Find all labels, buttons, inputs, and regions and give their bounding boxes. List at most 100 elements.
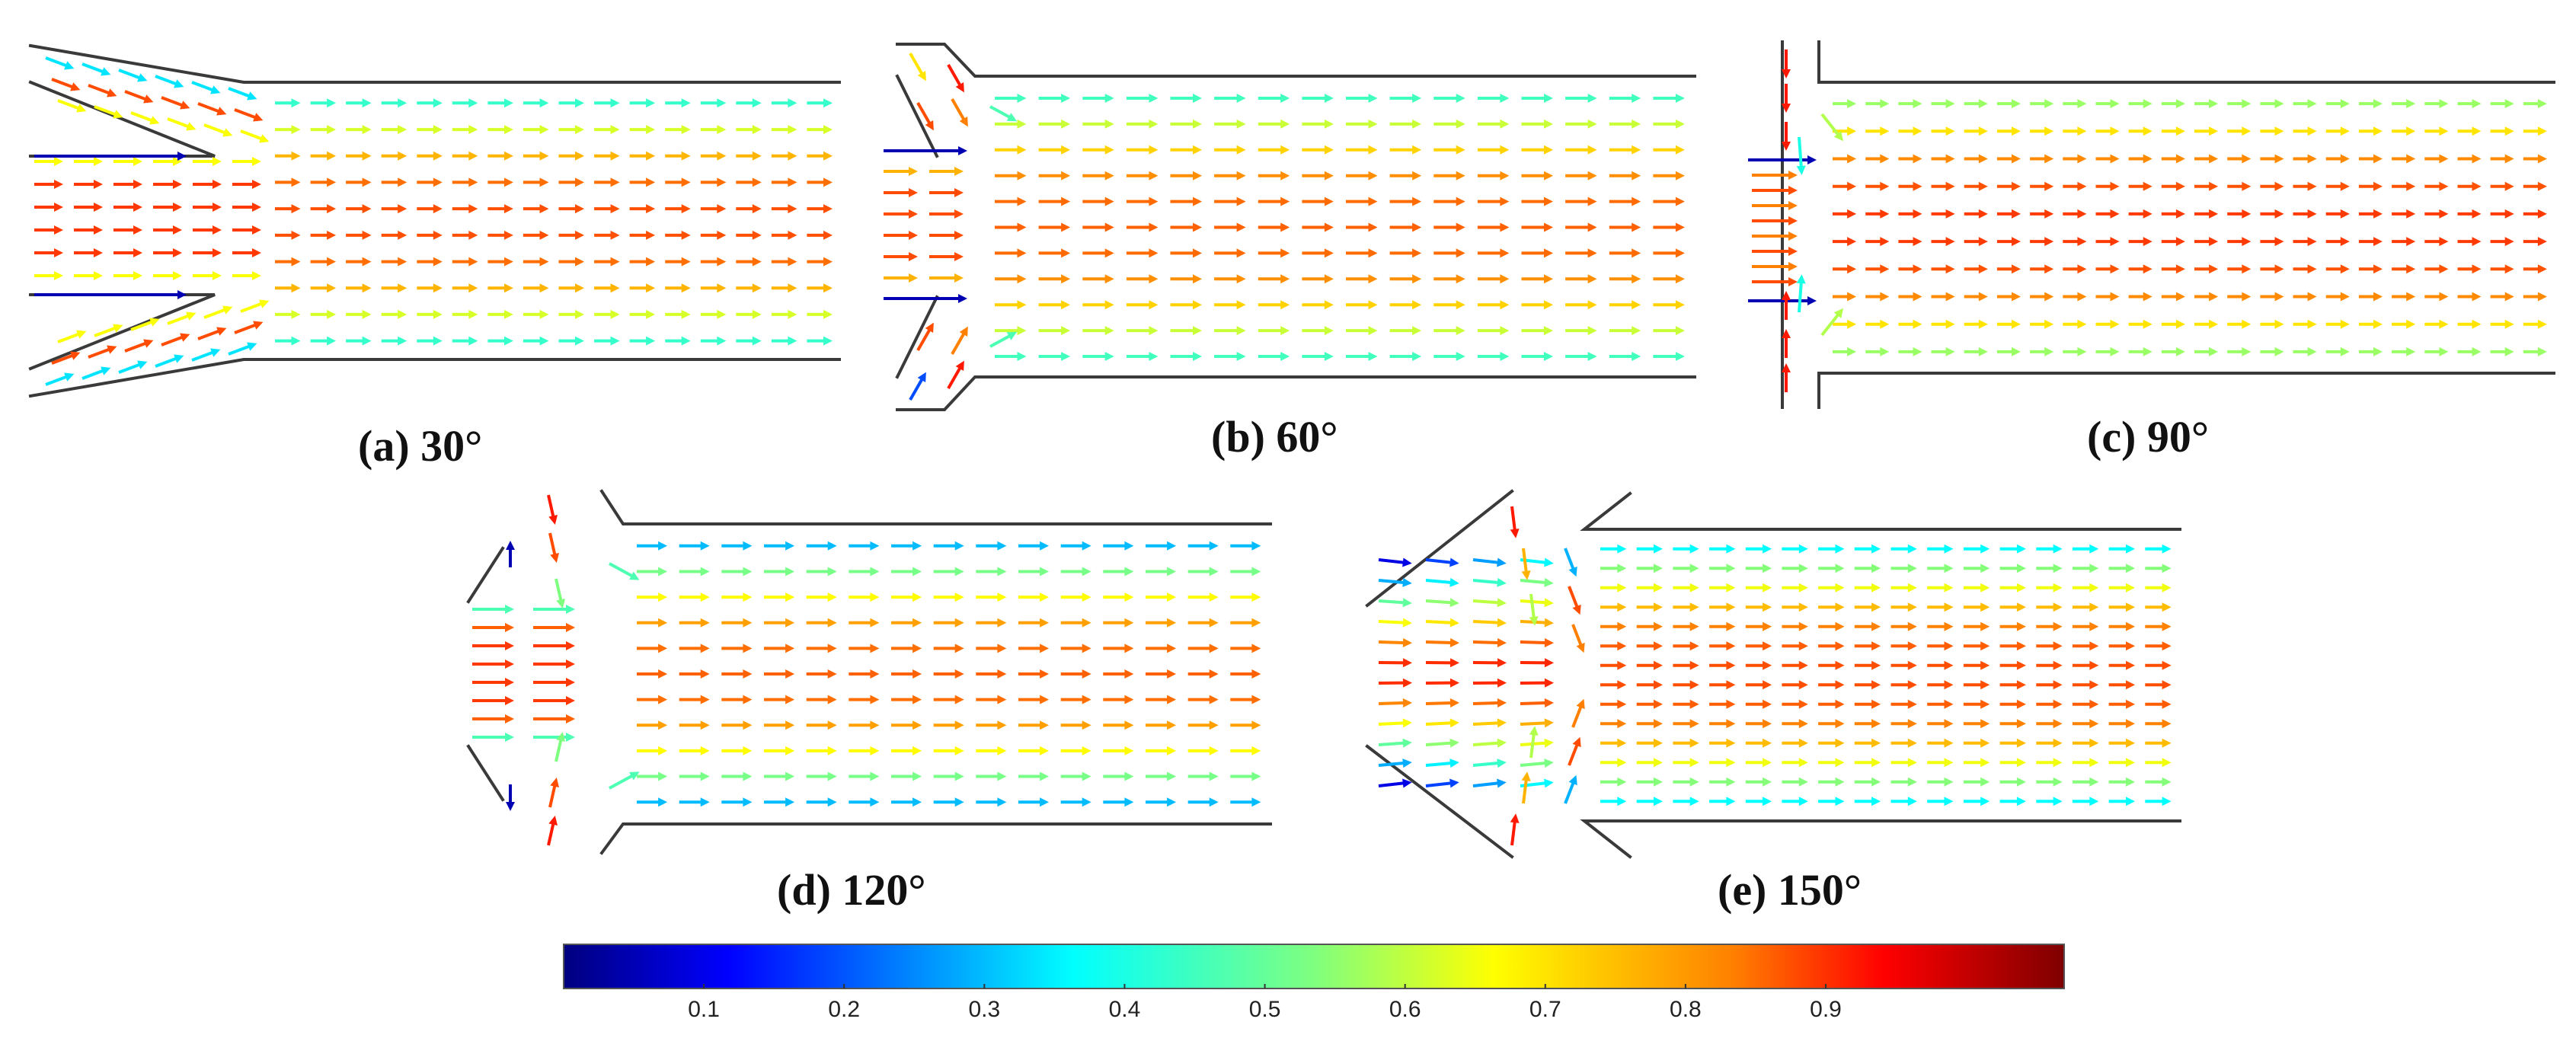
velocity-arrow xyxy=(995,94,1027,103)
velocity-arrow xyxy=(1782,564,1808,573)
velocity-arrow xyxy=(346,177,372,187)
velocity-arrow xyxy=(2194,319,2219,329)
velocity-arrow xyxy=(34,203,63,212)
velocity-arrow xyxy=(1600,758,1627,768)
velocity-arrow xyxy=(381,98,407,108)
velocity-arrow xyxy=(2358,99,2383,109)
velocity-arrow xyxy=(523,151,549,161)
velocity-arrow xyxy=(2030,237,2054,247)
velocity-arrow xyxy=(2227,99,2252,109)
velocity-arrow xyxy=(2293,99,2317,109)
velocity-arrow xyxy=(2072,544,2099,554)
velocity-arrow xyxy=(2108,564,2135,573)
velocity-arrow xyxy=(637,567,668,576)
velocity-arrow xyxy=(1927,583,1954,592)
velocity-arrow xyxy=(2227,264,2252,274)
velocity-arrow xyxy=(1709,777,1736,787)
velocity-arrow xyxy=(976,720,1007,730)
velocity-arrow xyxy=(1890,564,1917,573)
velocity-arrow xyxy=(1709,641,1736,651)
velocity-arrow xyxy=(665,204,691,214)
velocity-arrow xyxy=(1433,326,1465,336)
velocity-arrow xyxy=(1782,544,1808,554)
velocity-arrow xyxy=(1833,154,1857,164)
velocity-arrow xyxy=(764,771,795,781)
velocity-arrow xyxy=(2260,181,2284,191)
velocity-arrow xyxy=(1854,621,1881,631)
velocity-arrow xyxy=(1752,232,1798,241)
velocity-arrow xyxy=(417,125,443,135)
velocity-arrow xyxy=(1833,99,1857,109)
velocity-arrow xyxy=(1890,544,1917,554)
velocity-arrow xyxy=(1796,136,1806,175)
velocity-arrow xyxy=(74,271,103,280)
velocity-arrow xyxy=(228,342,257,356)
velocity-arrow xyxy=(594,177,620,187)
velocity-arrow xyxy=(1230,720,1261,730)
velocity-arrow xyxy=(1927,680,1954,690)
velocity-arrow xyxy=(1018,567,1050,576)
velocity-arrow xyxy=(1038,248,1071,258)
velocity-arrow xyxy=(2490,264,2514,274)
velocity-arrow xyxy=(1126,352,1159,361)
velocity-arrow xyxy=(1996,181,2021,191)
velocity-arrow xyxy=(1433,145,1465,155)
velocity-arrow xyxy=(1346,300,1378,310)
velocity-arrow xyxy=(1963,641,1990,651)
velocity-arrow xyxy=(558,257,584,267)
velocity-arrow xyxy=(1752,262,1798,271)
velocity-arrow xyxy=(1782,738,1808,748)
velocity-arrow xyxy=(1609,222,1641,232)
velocity-arrow xyxy=(1600,660,1627,670)
velocity-arrow xyxy=(1425,759,1459,768)
velocity-arrow xyxy=(1653,196,1685,206)
velocity-arrow xyxy=(1673,621,1699,631)
velocity-arrow xyxy=(2161,264,2185,274)
velocity-arrow xyxy=(1230,567,1261,576)
velocity-arrow xyxy=(1187,541,1219,551)
velocity-arrow xyxy=(1018,644,1050,653)
velocity-arrow xyxy=(806,771,837,781)
velocity-arrow xyxy=(1600,777,1627,787)
velocity-arrow xyxy=(472,696,514,705)
velocity-arrow xyxy=(637,771,668,781)
velocity-arrow xyxy=(976,618,1007,628)
velocity-arrow xyxy=(2095,209,2120,219)
velocity-arrow xyxy=(1082,248,1114,258)
velocity-arrow xyxy=(2260,126,2284,136)
velocity-arrow xyxy=(1521,119,1553,129)
velocity-arrow xyxy=(1187,567,1219,576)
velocity-arrow xyxy=(1521,145,1553,155)
velocity-arrow xyxy=(1931,237,1955,247)
velocity-arrow xyxy=(995,326,1027,336)
velocity-arrow xyxy=(929,167,964,176)
velocity-arrow xyxy=(487,336,513,346)
velocity-arrow xyxy=(2523,292,2547,302)
velocity-arrow xyxy=(2490,292,2514,302)
velocity-arrow xyxy=(721,797,753,807)
velocity-arrow xyxy=(2095,264,2120,274)
velocity-arrow xyxy=(1745,621,1772,631)
velocity-arrow xyxy=(2095,319,2120,329)
velocity-arrow xyxy=(381,151,407,161)
velocity-arrow xyxy=(1126,145,1159,155)
velocity-arrow xyxy=(1927,777,1954,787)
velocity-arrow xyxy=(2108,680,2135,690)
velocity-arrow xyxy=(1126,119,1159,129)
velocity-arrow xyxy=(1653,300,1685,310)
velocity-arrow xyxy=(884,252,918,261)
velocity-arrow xyxy=(1510,813,1520,846)
velocity-arrow xyxy=(1709,564,1736,573)
velocity-arrow xyxy=(1818,621,1845,631)
velocity-arrow xyxy=(891,541,922,551)
velocity-arrow xyxy=(995,352,1027,361)
velocity-arrow xyxy=(2325,99,2350,109)
velocity-arrow xyxy=(1999,583,2026,592)
channel-walls-c xyxy=(1781,40,2555,409)
panel-b: (b) 60° xyxy=(884,43,1696,462)
velocity-arrow xyxy=(1146,695,1177,704)
velocity-arrow xyxy=(951,98,968,127)
velocity-arrow xyxy=(891,771,922,781)
velocity-arrow xyxy=(1472,678,1507,688)
velocity-arrow xyxy=(2293,264,2317,274)
